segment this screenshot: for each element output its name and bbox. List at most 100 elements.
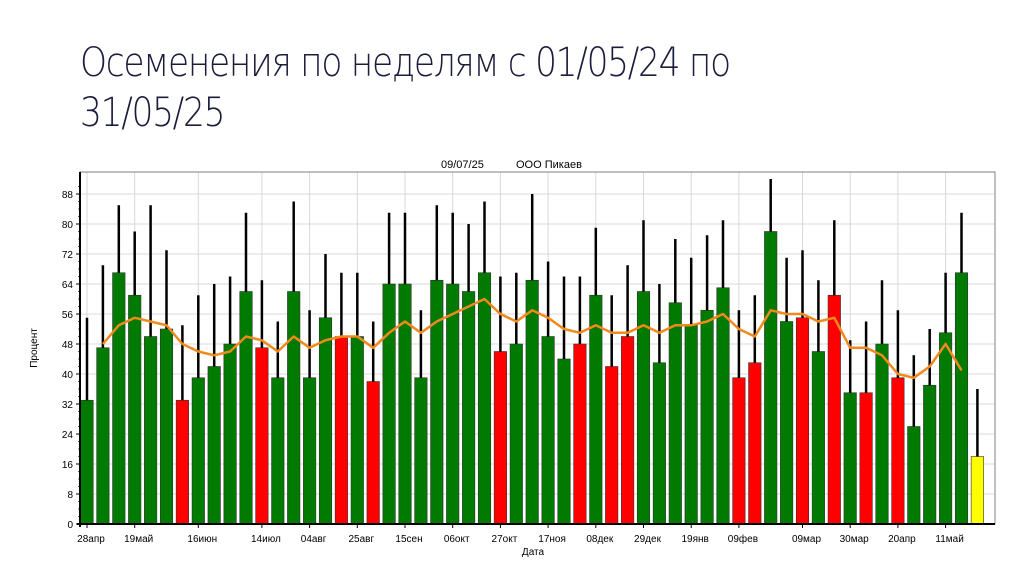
y-axis-label: Процент	[29, 328, 40, 368]
bar	[732, 377, 746, 525]
bar	[843, 392, 857, 525]
bar	[939, 332, 953, 525]
y-tick-label: 56	[62, 310, 74, 321]
bar	[493, 351, 507, 525]
y-tick-label: 0	[67, 520, 73, 531]
x-tick-label: 27окт	[492, 534, 518, 545]
bar	[318, 317, 333, 525]
x-tick-label: 20апр	[888, 534, 916, 545]
bar	[303, 377, 317, 525]
bar	[366, 381, 380, 525]
x-tick-label: 08дек	[586, 534, 614, 545]
bar	[398, 283, 412, 525]
bar	[780, 321, 794, 525]
bar	[907, 426, 921, 525]
x-tick-label: 19май	[124, 534, 153, 545]
bar	[621, 336, 635, 525]
bar	[144, 336, 158, 525]
bar	[811, 351, 825, 525]
chart-header: 09/07/25 ООО Пикаев	[441, 159, 582, 171]
whiskers	[85, 179, 979, 457]
y-tick-label: 64	[62, 280, 74, 291]
bar	[748, 362, 762, 525]
x-tick-label: 16июн	[187, 534, 217, 545]
x-tick-label: 06окт	[444, 534, 470, 545]
bar	[159, 328, 174, 525]
bar	[271, 377, 285, 525]
y-tick-label: 80	[62, 220, 74, 231]
chart-date: 09/07/25	[441, 159, 484, 171]
bar	[605, 366, 619, 525]
bar	[700, 309, 714, 525]
bar	[764, 231, 778, 525]
bars	[80, 231, 984, 525]
bar	[954, 272, 969, 525]
bar	[891, 377, 905, 525]
x-axis-label: Дата	[522, 547, 545, 558]
bar	[223, 343, 237, 525]
bar	[557, 358, 571, 525]
bar	[525, 279, 539, 525]
bar	[509, 343, 523, 525]
bar	[287, 291, 301, 525]
bar	[191, 377, 205, 525]
x-tick-label: 14июл	[251, 534, 281, 545]
bar	[80, 399, 94, 525]
bar	[668, 302, 682, 525]
chart-company: ООО Пикаев	[516, 159, 582, 171]
bar	[573, 343, 587, 525]
x-tick-label: 11май	[935, 534, 963, 545]
y-tick-label: 32	[62, 400, 74, 411]
bar	[414, 377, 428, 525]
x-tick-label: 29дек	[634, 534, 662, 545]
bar	[175, 399, 189, 525]
y-tick-label: 8	[67, 490, 73, 501]
bar	[96, 347, 110, 525]
x-tick-label: 30мар	[840, 534, 870, 545]
y-tick-label: 88	[62, 190, 74, 201]
x-tick-label: 28апр	[77, 534, 105, 545]
bar	[684, 324, 698, 525]
bar	[128, 294, 142, 525]
x-axis-ticks: 28апр 19май 16июн 14июл 04авг 25авг 15сен 06окт…	[77, 524, 964, 545]
bar	[239, 291, 253, 525]
trend-line	[101, 297, 963, 380]
y-tick-label: 24	[62, 430, 74, 441]
bar	[589, 294, 603, 525]
bar	[334, 336, 348, 525]
x-tick-label: 09фев	[728, 533, 758, 545]
bar	[652, 362, 666, 525]
y-tick-label: 16	[62, 460, 74, 471]
bar	[430, 279, 444, 525]
bar	[795, 317, 810, 525]
chart-container: 09/07/25 ООО Пикаев 0 8 16 24 32 40 48 56 64 72 80…	[0, 150, 1024, 574]
bar	[350, 336, 364, 525]
y-tick-label: 40	[62, 370, 74, 381]
bar-chart: 09/07/25 ООО Пикаев 0 8 16 24 32 40 48 56 64 72 80…	[29, 159, 996, 558]
x-tick-label: 17ноя	[538, 534, 566, 545]
bar	[541, 336, 555, 525]
bar	[716, 287, 730, 525]
bar	[112, 272, 126, 525]
bar	[207, 366, 221, 525]
x-tick-label: 15сен	[395, 534, 422, 545]
bar	[875, 343, 889, 525]
y-tick-label: 48	[62, 340, 74, 351]
bar	[923, 384, 937, 525]
x-tick-label: 25авг	[348, 534, 374, 545]
x-tick-label: 09мар	[792, 534, 822, 545]
y-axis-ticks: 0 8 16 24 32 40 48 56 64 72 80 88	[62, 186, 80, 531]
bar	[382, 283, 396, 525]
x-tick-label: 19янв	[682, 534, 709, 545]
axes	[77, 171, 996, 527]
slide-title: Осеменения по неделям с 01/05/24 по 31/0…	[80, 40, 731, 136]
y-tick-label: 72	[62, 250, 74, 261]
bar	[859, 392, 873, 525]
bar	[462, 291, 476, 525]
bar	[477, 272, 492, 525]
bar	[970, 456, 984, 525]
x-tick-label: 04авг	[301, 534, 327, 545]
bar	[827, 294, 841, 525]
bar	[446, 283, 460, 525]
bar	[255, 347, 269, 525]
